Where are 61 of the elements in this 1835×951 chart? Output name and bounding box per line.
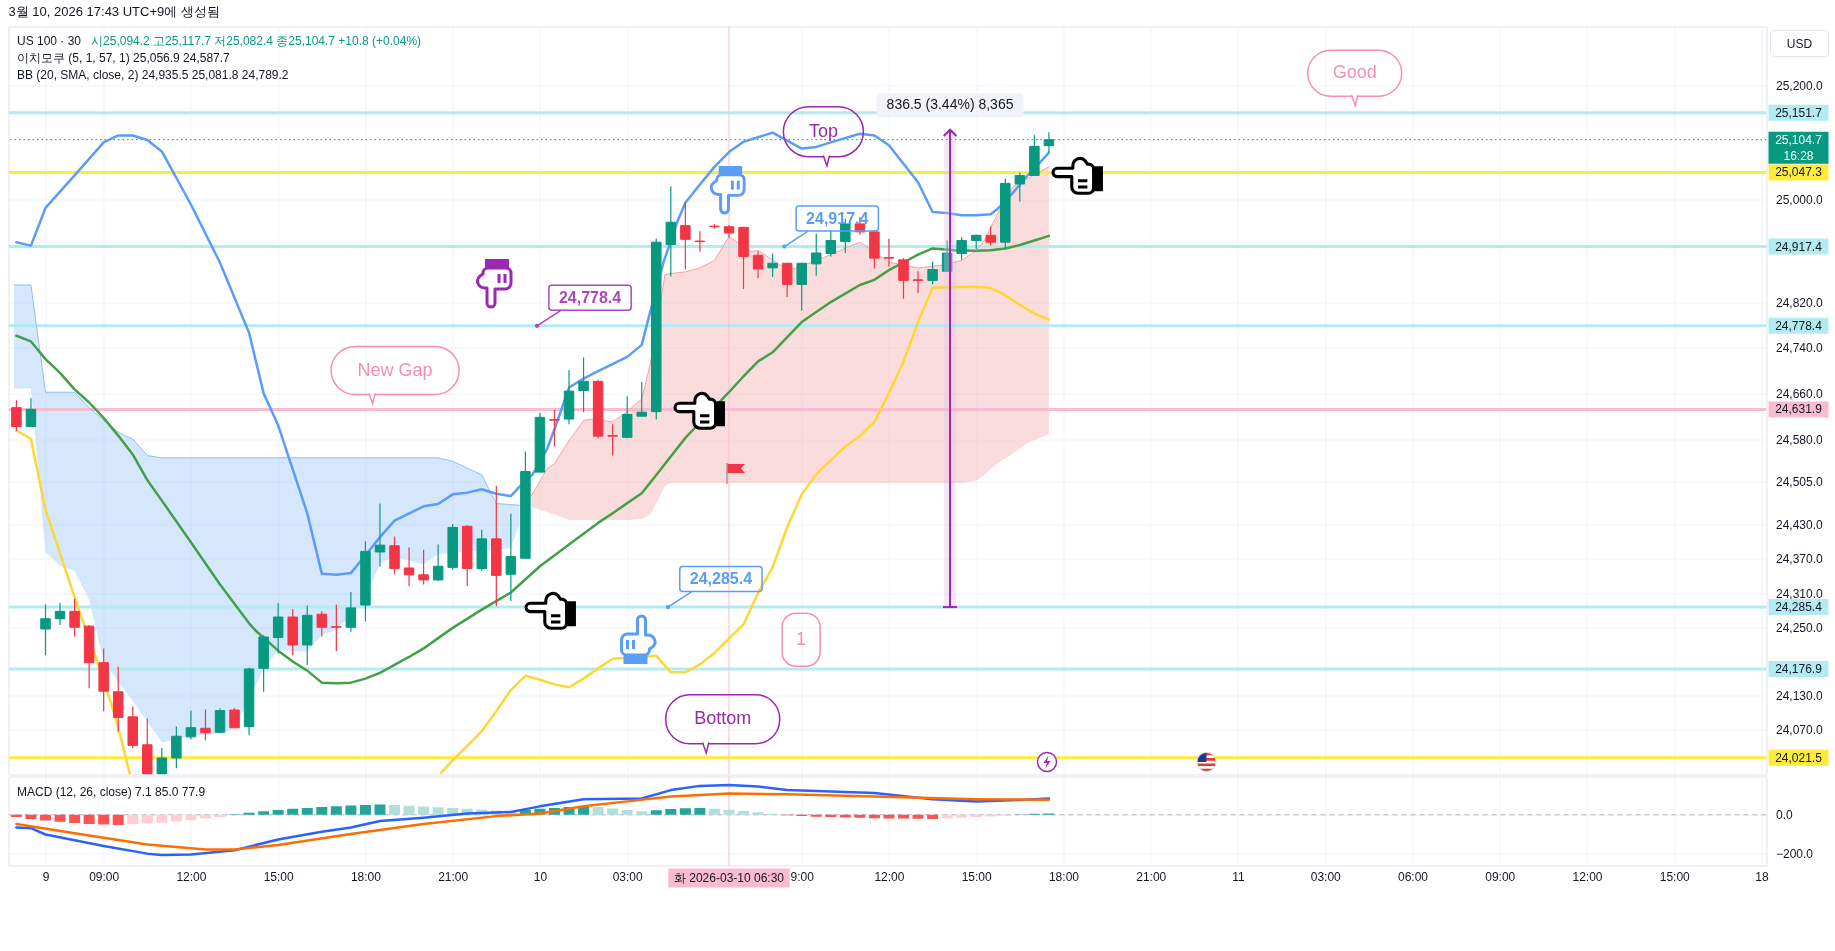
y-tick-label: 24,130.0 xyxy=(1776,689,1824,704)
y-tick-label: 24,580.0 xyxy=(1776,432,1824,447)
annotation: 시25,094.2 고25,117.7 저25,082.4 종25,104.7 +10.8 (+0.04%) xyxy=(91,33,422,48)
annotation: 1 xyxy=(796,628,807,649)
x-tick-label: 11 xyxy=(1232,870,1246,884)
ref-line-label: 25,047.3 xyxy=(1775,165,1823,180)
x-tick-label: 18:00 xyxy=(350,870,382,884)
ref-line-label: 24,917.4 xyxy=(1775,239,1823,254)
y-tick-label: 24,660.0 xyxy=(1776,386,1824,401)
text: 3월 10, 2026 17:43 UTC+9에 생성됨 xyxy=(8,3,220,19)
y-tick-label: 24,740.0 xyxy=(1776,341,1824,356)
y-tick-label: 25,200.0 xyxy=(1776,78,1824,93)
x-tick-label: 9:00 xyxy=(790,870,815,884)
ref-line-label: 24,176.9 xyxy=(1775,662,1823,676)
annotation: New Gap xyxy=(357,359,433,380)
x-tick-label: 15:00 xyxy=(961,870,993,884)
x-tick-label: 9 xyxy=(42,870,50,884)
annotation: 24,285.4 xyxy=(689,570,753,588)
annotation: BB (20, SMA, close, 2) 24,935.5 25,081.8 24,789.2 xyxy=(17,67,289,82)
y-tick-label: 24,310.0 xyxy=(1776,586,1824,601)
y-tick-label: 0.0 xyxy=(1776,808,1794,823)
x-tick-label: 15:00 xyxy=(263,870,295,884)
x-tick-label: 12:00 xyxy=(874,870,905,884)
x-tick-label: 09:00 xyxy=(1485,870,1516,884)
annotation: Good xyxy=(1332,62,1377,83)
x-tick-label: 12:00 xyxy=(1572,870,1603,884)
ref-line-label: 24,021.5 xyxy=(1775,750,1823,765)
ref-line-label: 25,104.7 16:28 xyxy=(1775,132,1823,163)
ref-line-label: 화 2026-03-10 06:30 xyxy=(673,871,785,885)
x-tick-label: 12:00 xyxy=(176,870,207,884)
ref-line-label: 24,631.9 xyxy=(1775,402,1823,417)
x-tick-label: 10 xyxy=(533,870,548,884)
y-tick-label: 24,250.0 xyxy=(1776,620,1824,635)
y-tick-label: −200.0 xyxy=(1776,846,1814,861)
x-tick-label: 03:00 xyxy=(612,870,644,884)
x-tick-label: 15:00 xyxy=(1659,870,1691,884)
x-tick-label: 09:00 xyxy=(89,870,120,884)
x-tick-label: 06:00 xyxy=(1397,870,1429,884)
text: MACD (12, 26, close) 7.1 85.0 77.9 xyxy=(17,784,206,799)
y-tick-label: 24,370.0 xyxy=(1776,552,1824,567)
x-tick-label: 18 xyxy=(1755,870,1769,884)
x-tick-label: 03:00 xyxy=(1310,870,1342,884)
y-axis-title: USD xyxy=(1786,36,1813,51)
ref-line-label: 24,285.4 xyxy=(1775,600,1823,615)
x-tick-label: 21:00 xyxy=(1136,870,1167,884)
y-tick-label: 24,505.0 xyxy=(1776,475,1824,490)
text: US 100 · 30 xyxy=(17,33,82,48)
x-tick-label: 21:00 xyxy=(438,870,469,884)
annotation: 836.5 (3.44%) 8,365 xyxy=(886,96,1014,113)
annotation: Bottom xyxy=(694,708,752,729)
y-tick-label: 25,000.0 xyxy=(1776,192,1824,207)
ref-line-label: 24,778.4 xyxy=(1775,318,1823,333)
x-tick-label: 18:00 xyxy=(1048,870,1080,884)
ref-line-label: 25,151.7 xyxy=(1775,105,1823,120)
annotation: 24,778.4 xyxy=(558,288,622,306)
annotation: 24,917.4 xyxy=(806,209,869,227)
y-tick-label: 24,430.0 xyxy=(1776,518,1824,533)
y-tick-label: 24,820.0 xyxy=(1776,295,1824,310)
y-tick-label: 24,070.0 xyxy=(1776,723,1824,738)
annotation: 이치모쿠 (5, 1, 57, 1) 25,056.9 24,587.7 xyxy=(17,51,231,65)
annotation: Top xyxy=(808,120,838,141)
